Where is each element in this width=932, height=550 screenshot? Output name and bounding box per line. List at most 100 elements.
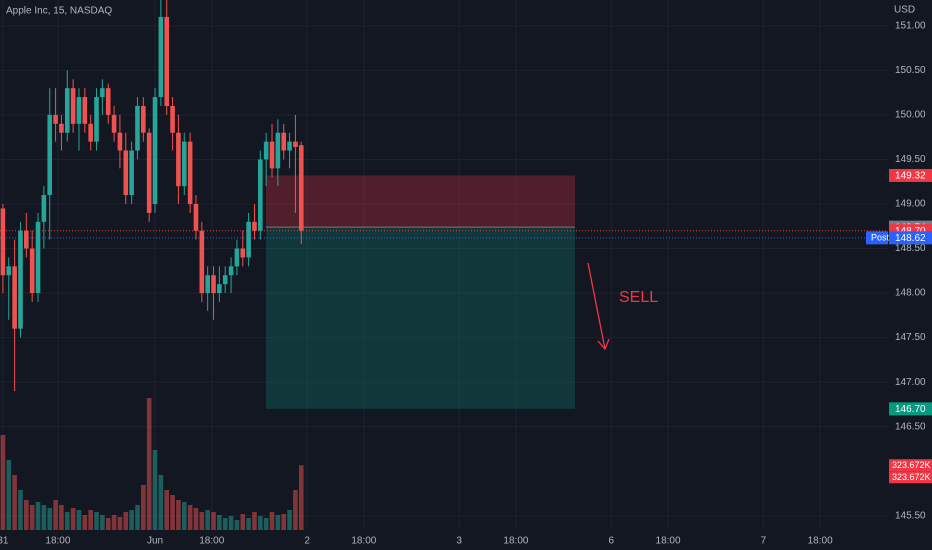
volume-label-box <box>889 459 932 472</box>
price-label: 146.70 <box>895 404 926 415</box>
candle-body <box>228 266 234 276</box>
candle-body <box>6 266 12 276</box>
volume-bar <box>76 510 82 530</box>
x-tick-label: 18:00 <box>503 536 528 547</box>
volume-bar <box>205 510 210 530</box>
volume-bar <box>70 508 76 530</box>
volume-bar <box>187 505 193 530</box>
candle-body <box>129 150 134 196</box>
volume-bar <box>94 512 99 530</box>
price-label: 149.32 <box>895 171 926 182</box>
volume-bar <box>164 490 170 530</box>
candle-body <box>111 114 117 133</box>
candle-body <box>88 123 93 142</box>
candle-body <box>152 97 158 204</box>
price-axis: 151.00150.50150.00149.50149.00148.50148.… <box>0 20 932 547</box>
candle-body <box>217 284 222 294</box>
volume-label: 323.672K <box>892 460 931 470</box>
candle-body <box>94 97 99 142</box>
candle-body <box>0 208 6 276</box>
volume-bar <box>100 515 105 530</box>
candle-body <box>181 141 187 187</box>
volume-bar <box>287 510 292 530</box>
volume-bar <box>0 435 6 530</box>
annotation: SELL <box>619 289 658 306</box>
volume-bar <box>146 398 152 530</box>
y-tick-label: 145.50 <box>895 510 926 521</box>
price-label: 148.62 <box>895 233 926 244</box>
volume-bar <box>123 512 129 530</box>
volume-bar <box>211 512 216 530</box>
volume-bar <box>141 485 146 530</box>
candle-body <box>234 248 240 267</box>
candle-body <box>293 141 298 147</box>
x-tick-label: 18:00 <box>656 536 681 547</box>
candle-body <box>246 221 251 258</box>
candle-body <box>70 88 76 124</box>
candle-body <box>76 97 82 124</box>
x-tick-label: 18:00 <box>199 536 224 547</box>
y-tick-label: 149.00 <box>895 199 926 210</box>
volume-bar <box>41 505 47 530</box>
x-tick-label: 18:00 <box>351 536 376 547</box>
price-label-box <box>889 168 932 182</box>
volume-bar <box>240 514 246 530</box>
candle-body <box>146 132 152 213</box>
volume-bar <box>193 508 199 530</box>
volume-bar <box>152 450 158 530</box>
volume-bar <box>234 520 240 530</box>
candle-body <box>193 203 199 231</box>
volume-bar <box>117 517 123 530</box>
x-tick-label: 2 <box>304 536 310 547</box>
volume-bar <box>275 515 281 530</box>
volume-bar <box>82 515 88 530</box>
candle-body <box>240 248 246 258</box>
candle-body <box>47 114 53 196</box>
arrow <box>587 262 610 351</box>
volume-bar <box>64 512 70 530</box>
volume-bar <box>158 475 164 530</box>
price-label-box <box>889 231 932 245</box>
volume-bar <box>35 502 41 530</box>
candle-body <box>164 16 170 106</box>
volume-bar <box>258 516 263 530</box>
volume-bar <box>252 512 257 530</box>
candle-body <box>281 132 287 151</box>
candle-body <box>170 106 175 133</box>
candle-body <box>252 221 257 231</box>
volume-label: 323.672K <box>892 472 931 482</box>
volume-bar <box>135 505 140 530</box>
volume-bar <box>105 518 111 530</box>
y-tick-label: 147.50 <box>895 332 926 343</box>
candle-body <box>135 106 140 151</box>
x-tick-label: 31 <box>0 536 9 547</box>
candle-body <box>64 88 70 133</box>
volume-bar <box>298 465 304 530</box>
candle-body <box>205 275 210 294</box>
chart-title: Apple Inc, 15, NASDAQ <box>6 6 112 17</box>
target-zone <box>266 227 575 409</box>
volume-bar <box>228 516 234 530</box>
y-tick-label: 151.00 <box>895 20 926 31</box>
volume-bar <box>47 508 53 530</box>
volume-bar <box>170 495 175 530</box>
candle-body <box>199 230 205 294</box>
x-tick-label: 18:00 <box>808 536 833 547</box>
candle-body <box>275 132 281 169</box>
session-tag-box <box>866 231 888 245</box>
volume-bar <box>246 518 251 530</box>
volume-bar <box>6 460 12 530</box>
y-tick-label: 149.50 <box>895 154 926 165</box>
volume-bar <box>53 500 58 530</box>
volume-bar <box>222 518 228 530</box>
session-tag: Post <box>871 233 890 243</box>
x-tick-label: 6 <box>609 536 615 547</box>
x-tick-label: 18:00 <box>45 536 70 547</box>
candle-body <box>12 266 17 329</box>
volume-bar <box>199 512 205 530</box>
volume-bar <box>281 514 287 530</box>
grid <box>0 0 888 530</box>
volume-bar <box>217 515 222 530</box>
candle-body <box>53 114 58 124</box>
candle-body <box>100 88 105 98</box>
